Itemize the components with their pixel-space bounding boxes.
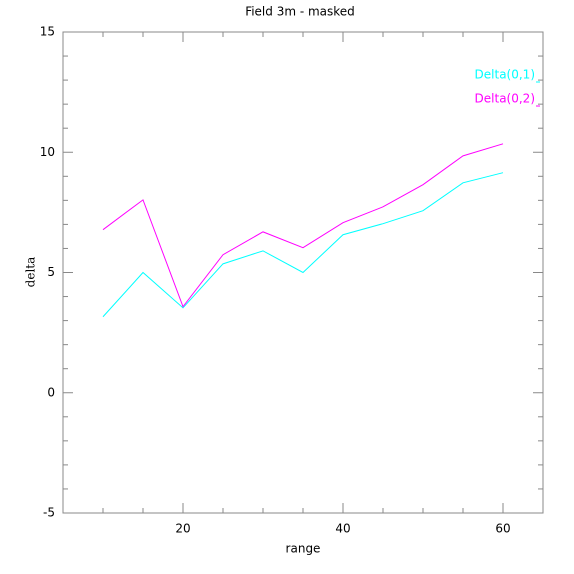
data-line: [102, 143, 504, 308]
data-line: [102, 172, 504, 318]
x-tick-label: 40: [335, 522, 350, 536]
x-axis-label: range: [286, 542, 321, 556]
y-axis-label: delta: [24, 257, 38, 288]
legend-label: Delta(0,1): [475, 68, 535, 82]
y-tick-label: 10: [40, 145, 55, 159]
y-tick-label: 5: [47, 265, 55, 279]
y-tick-label: 15: [40, 25, 55, 39]
chart-title: Field 3m - masked: [245, 5, 355, 19]
y-tick-label: -5: [43, 506, 55, 520]
legend-label: Delta(0,2): [475, 92, 535, 106]
y-tick-label: 0: [47, 385, 55, 399]
x-tick-label: 20: [175, 522, 190, 536]
x-tick-label: 60: [495, 522, 510, 536]
